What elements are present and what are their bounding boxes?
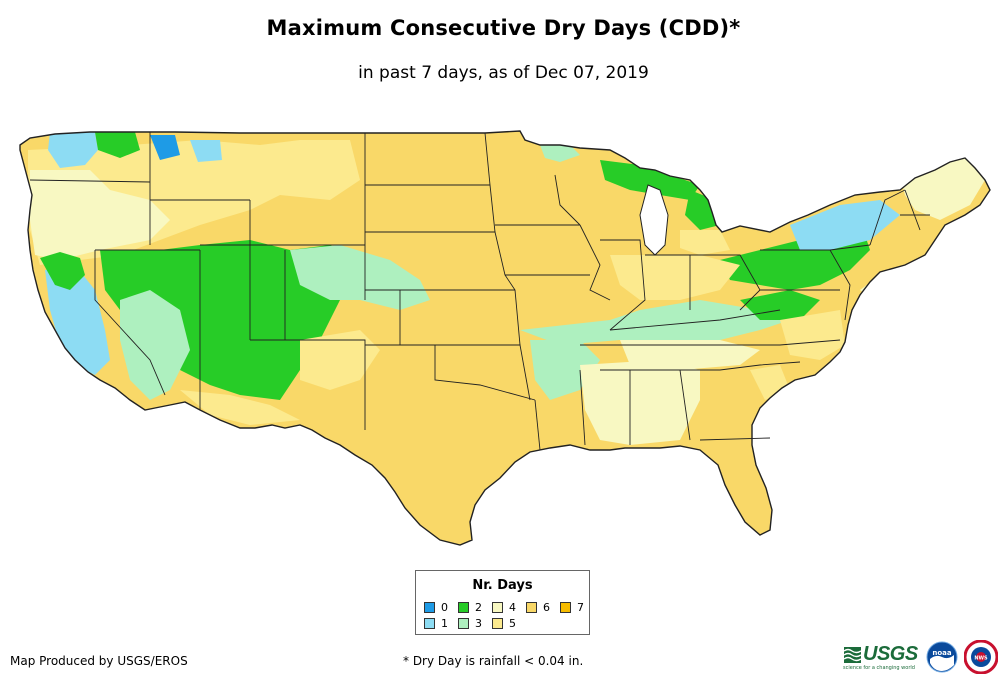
legend-label-7: 7 xyxy=(577,601,584,614)
region-5-virginia xyxy=(780,310,845,360)
region-4-mississippi-alabama xyxy=(580,360,700,445)
usgs-tagline: science for a changing world xyxy=(843,665,915,671)
legend-label-3: 3 xyxy=(475,617,482,630)
legend-label-1: 1 xyxy=(441,617,448,630)
region-4-oregon xyxy=(30,170,170,260)
region-1-washington xyxy=(48,132,98,168)
map-credit: Map Produced by USGS/EROS xyxy=(10,654,188,668)
region-0-idaho-panhandle xyxy=(150,135,180,160)
legend-label-6: 6 xyxy=(543,601,550,614)
lake-michigan xyxy=(639,184,669,256)
usgs-logo-text: USGS xyxy=(863,643,918,665)
map-subtitle: in past 7 days, as of Dec 07, 2019 xyxy=(358,63,649,83)
legend-swatch-1 xyxy=(424,618,435,629)
region-1-montana-west xyxy=(190,140,222,162)
legend-swatch-2 xyxy=(458,602,469,613)
nws-logo: NWS xyxy=(964,640,998,674)
legend-label-2: 2 xyxy=(475,601,482,614)
legend-swatch-4 xyxy=(492,602,503,613)
region-5-new-mexico xyxy=(300,330,380,390)
region-3-ohio-valley xyxy=(520,300,790,345)
region-2-northern-california xyxy=(40,252,85,290)
legend-title: Nr. Days xyxy=(472,578,533,593)
legend-swatch-7 xyxy=(560,602,571,613)
legend-swatch-3 xyxy=(458,618,469,629)
legend-box: Nr. Days 0 1 2 3 4 5 6 7 xyxy=(415,570,590,635)
region-2-intermountain-west xyxy=(100,240,360,400)
noaa-logo: noaa xyxy=(926,641,958,673)
region-5-arizona xyxy=(180,390,300,425)
dry-day-footnote: * Dry Day is rainfall < 0.04 in. xyxy=(403,654,584,668)
region-4-tennessee xyxy=(620,340,760,370)
region-2-upper-michigan xyxy=(600,160,700,200)
region-1-california xyxy=(45,265,110,375)
legend-label-5: 5 xyxy=(509,617,516,630)
noaa-logo-text: noaa xyxy=(932,649,952,657)
legend-swatch-6 xyxy=(526,602,537,613)
legend-swatch-5 xyxy=(492,618,503,629)
usgs-logo: USGS science for a changing world xyxy=(843,643,919,673)
us-outline xyxy=(19,130,991,546)
legend-swatch-0 xyxy=(424,602,435,613)
region-3-colorado xyxy=(290,245,430,310)
usgs-wave-icon xyxy=(843,647,862,663)
state-boundaries xyxy=(29,132,930,451)
region-5-michigan-south xyxy=(680,230,730,255)
nws-logo-text: NWS xyxy=(974,656,988,662)
legend-label-0: 0 xyxy=(441,601,448,614)
region-3-minnesota-north xyxy=(540,145,580,162)
region-3-nevada xyxy=(120,290,190,400)
legend-label-4: 4 xyxy=(509,601,516,614)
map-title: Maximum Consecutive Dry Days (CDD)* xyxy=(266,16,741,40)
region-2-washington xyxy=(95,132,140,158)
region-2-west-virginia xyxy=(740,290,820,320)
